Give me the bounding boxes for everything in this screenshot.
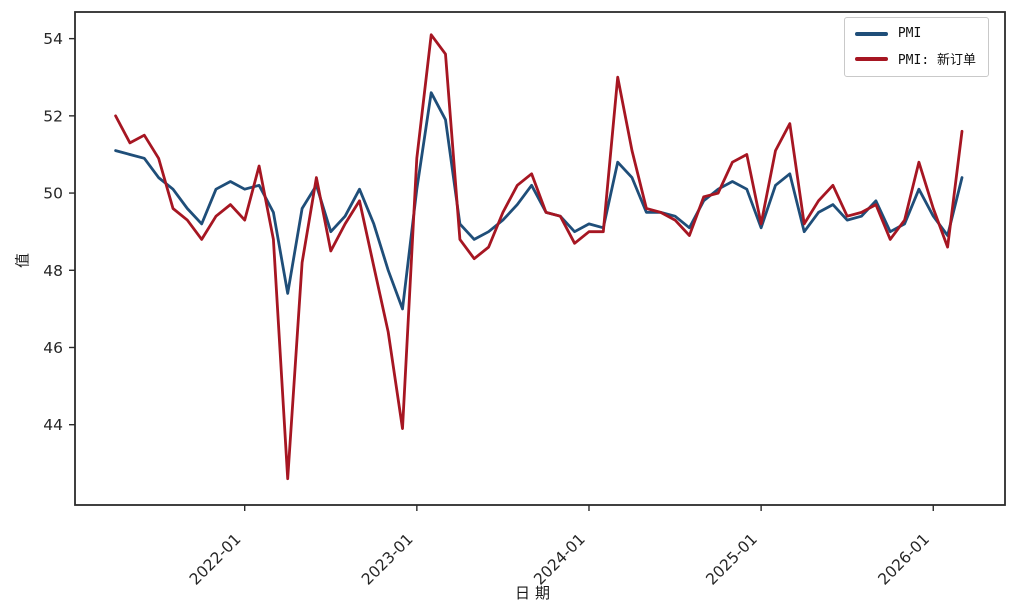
y-tick-label: 46 — [43, 339, 63, 357]
series-line-pmi — [114, 91, 964, 311]
x-tick-label: 2022-01 — [186, 530, 245, 589]
pmi-new-orders-line-swatch — [854, 56, 888, 61]
y-tick-label: 50 — [43, 185, 63, 203]
series-line-pmi-new-orders — [114, 33, 964, 481]
legend-item-pmi-new-orders: PMI: 新订单 — [854, 49, 976, 68]
x-tick-label: 2023-01 — [358, 530, 417, 589]
legend: PMI PMI: 新订单 — [843, 17, 989, 77]
y-tick-label: 52 — [43, 107, 63, 125]
plot-border — [74, 11, 1006, 506]
y-tick-label: 48 — [43, 262, 63, 280]
y-axis-label: 值 — [13, 253, 32, 269]
legend-item-pmi: PMI — [854, 26, 976, 41]
x-axis-label: 日期 — [514, 584, 555, 602]
x-tick-label: 2026-01 — [875, 530, 934, 589]
legend-label-pmi-new-orders: PMI: 新订单 — [897, 53, 976, 68]
x-tick-label: 2024-01 — [530, 530, 589, 589]
pmi-line-swatch — [854, 31, 888, 36]
x-tick-label: 2025-01 — [702, 530, 761, 589]
y-tick-label: 44 — [43, 416, 63, 434]
y-tick-label: 54 — [43, 30, 63, 48]
legend-label-pmi: PMI — [897, 26, 922, 41]
